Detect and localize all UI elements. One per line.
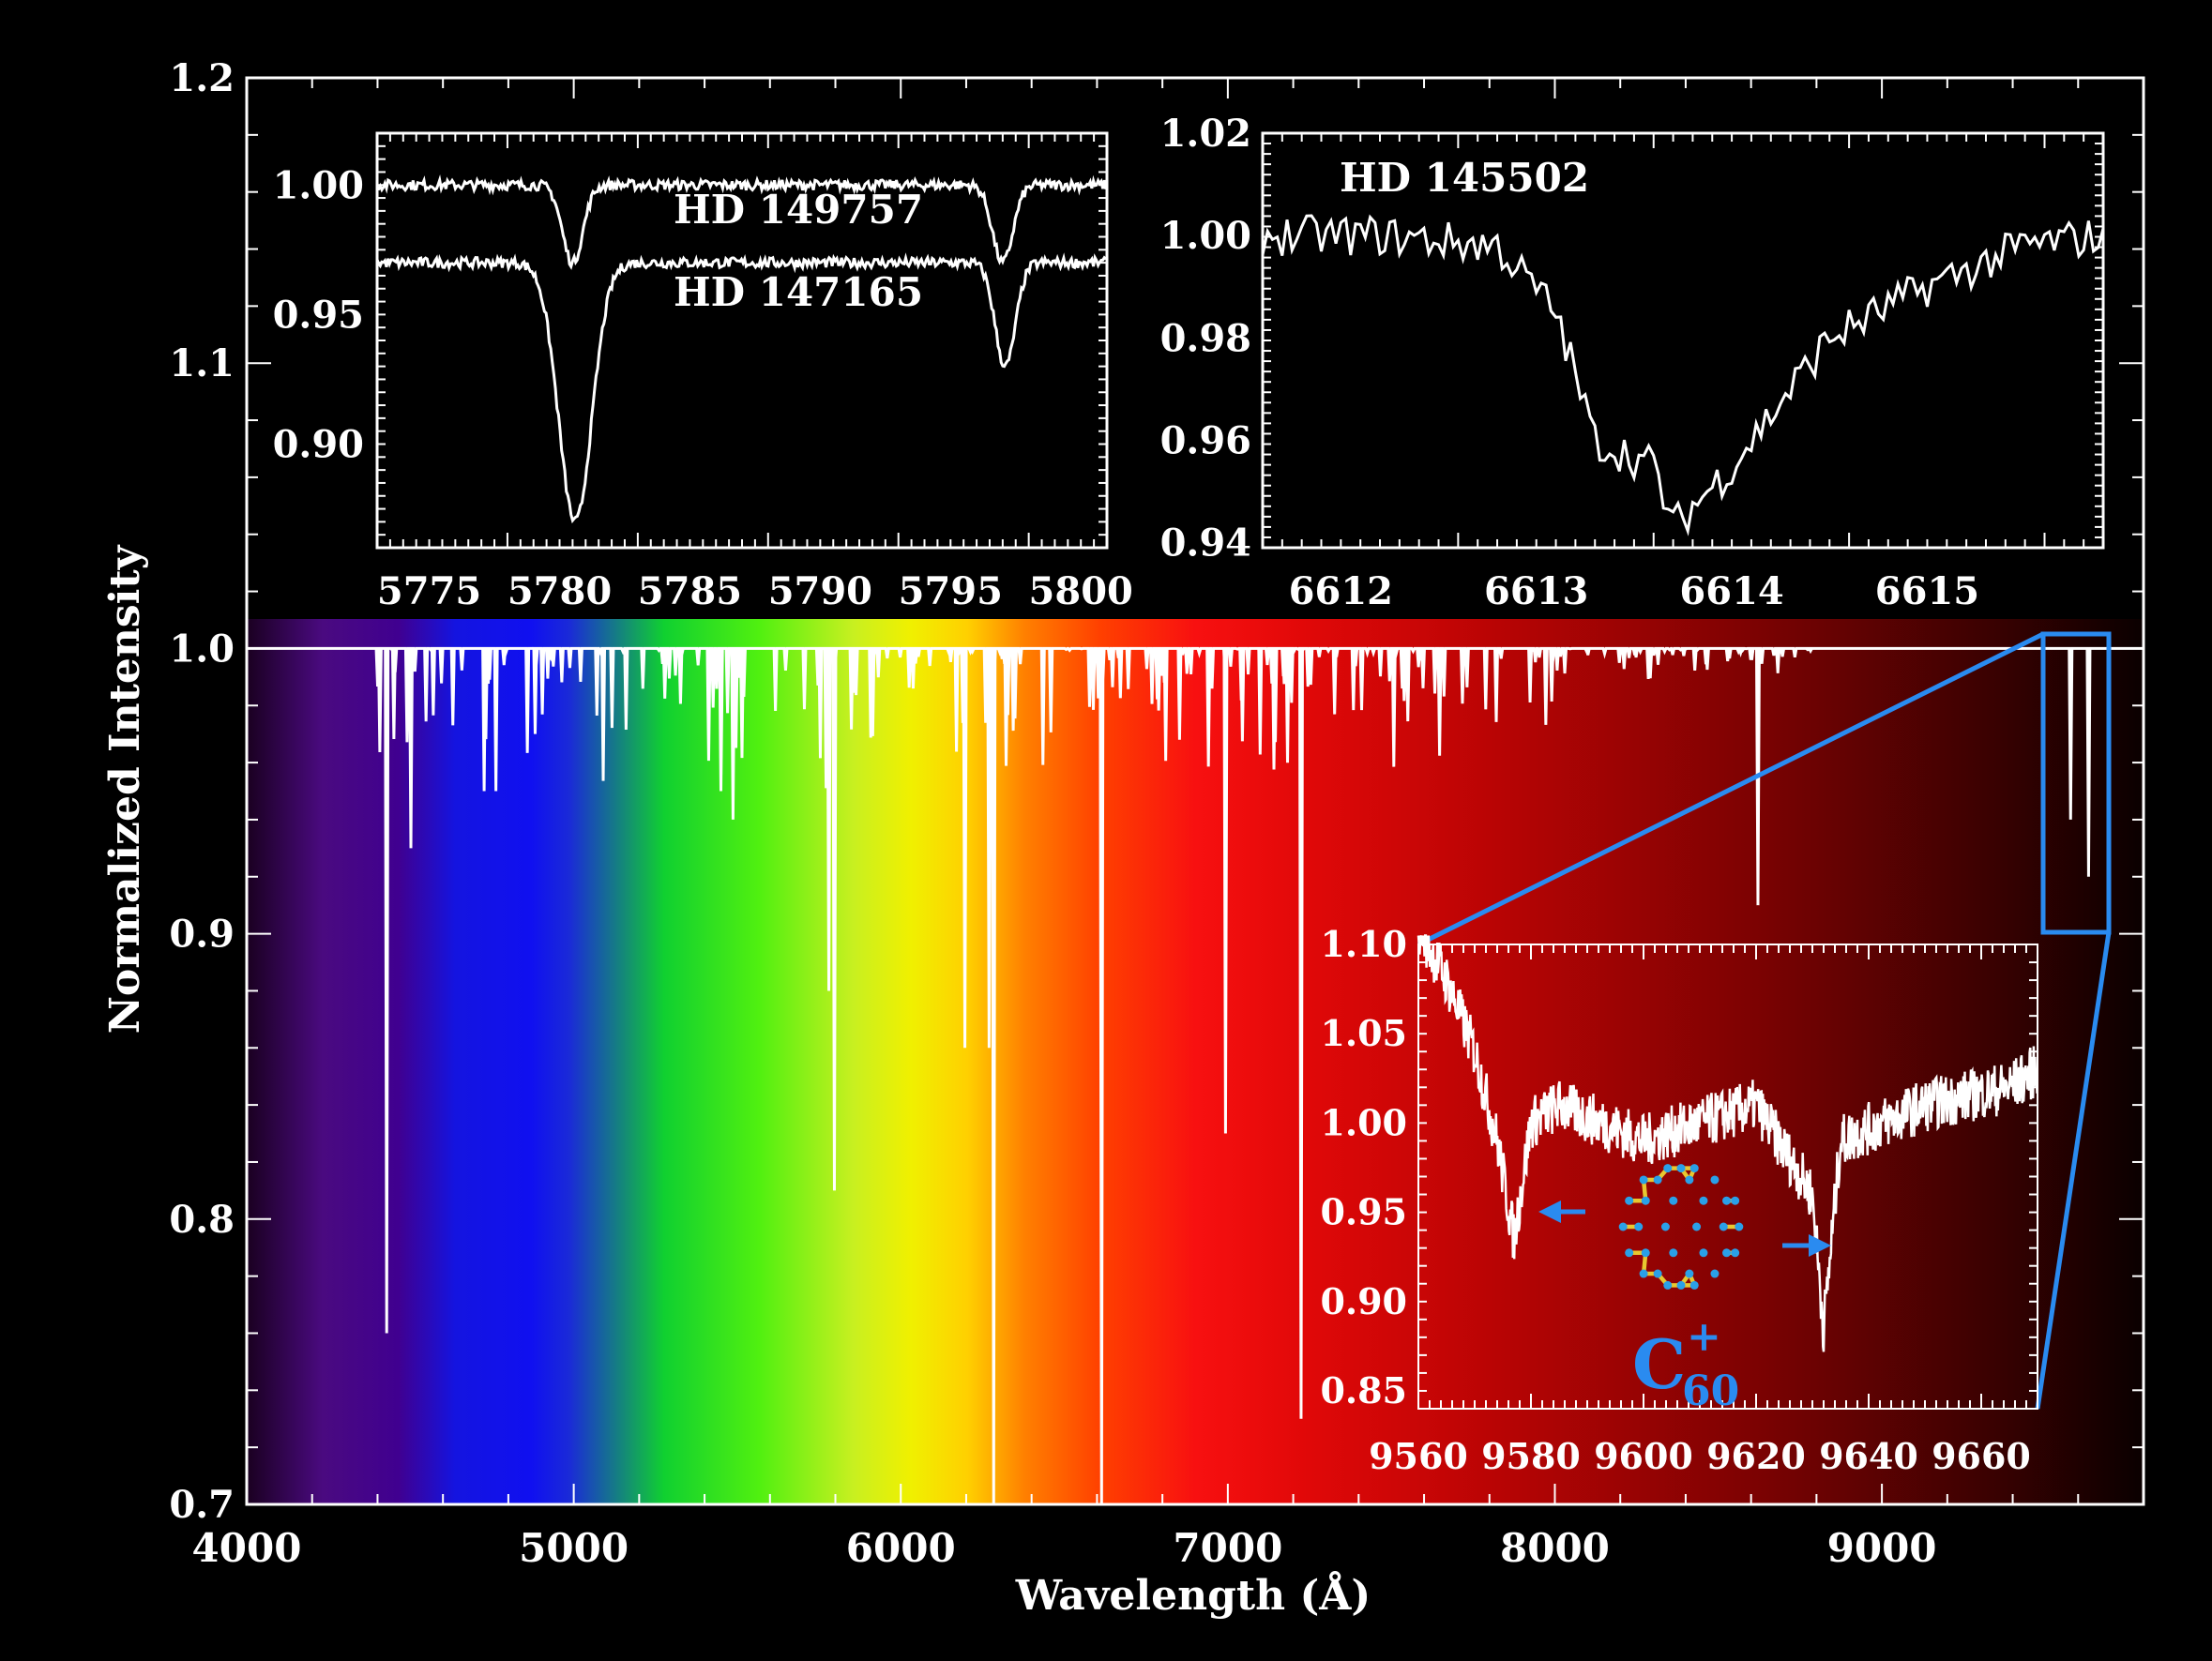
- inset-bottom-right-x-labels: 9560 9580 9600 9620 9640 9660: [1369, 1435, 2031, 1477]
- main-y-tick-labels: 0.7 0.8 0.9 1.0 1.1 1.2: [169, 56, 235, 1527]
- inset-top-left-y-labels: 0.90 0.95 1.00: [273, 163, 364, 466]
- tr-x-tick-1: 6613: [1484, 569, 1588, 613]
- main-x-tick-1: 5000: [519, 1525, 629, 1571]
- y-axis-label: Normalized Intensity: [101, 544, 149, 1034]
- main-y-tick-3: 1.0: [169, 627, 235, 671]
- x-axis-label: Wavelength (Å): [1015, 1570, 1371, 1620]
- br-y-tick-5: 1.10: [1320, 923, 1407, 965]
- tr-x-tick-2: 6614: [1679, 569, 1783, 613]
- main-x-tick-0: 4000: [192, 1525, 302, 1571]
- molecule-superscript: +: [1687, 1313, 1721, 1361]
- tr-y-tick-2: 0.98: [1160, 316, 1251, 360]
- tr-x-tick-3: 6615: [1875, 569, 1979, 613]
- main-y-tick-1: 0.8: [169, 1198, 235, 1242]
- main-x-tick-4: 8000: [1500, 1525, 1610, 1571]
- left-arrow-icon: [1538, 1200, 1585, 1223]
- br-x-tick-2: 9600: [1594, 1435, 1693, 1477]
- inset-bottom-right-ticks: [1417, 944, 2038, 1410]
- main-x-tick-5: 9000: [1827, 1525, 1937, 1571]
- main-y-tick-0: 0.7: [169, 1483, 235, 1527]
- main-frame: [245, 76, 2145, 1506]
- br-x-tick-4: 9640: [1819, 1435, 1918, 1477]
- inset-top-right-x-labels: 6612 6613 6614 6615: [1289, 569, 1979, 613]
- tr-y-tick-1: 0.96: [1160, 418, 1251, 462]
- label-hd-147165: HD 147165: [674, 269, 923, 315]
- tl-x-tick-0: 5775: [377, 569, 481, 613]
- tl-y-tick-0: 0.90: [273, 423, 364, 467]
- tl-x-tick-4: 5795: [899, 569, 1003, 613]
- tl-x-tick-5: 5800: [1029, 569, 1133, 613]
- main-x-tick-2: 6000: [846, 1525, 956, 1571]
- tr-y-tick-4: 1.02: [1160, 112, 1251, 156]
- tr-y-tick-0: 0.94: [1160, 521, 1251, 566]
- br-y-tick-1: 0.90: [1320, 1280, 1407, 1322]
- br-y-tick-2: 0.95: [1320, 1191, 1407, 1233]
- inset-bottom-right-y-labels: 0.85 0.90 0.95 1.00 1.05 1.10: [1320, 923, 1407, 1412]
- main-spectrum-line: [247, 646, 2144, 1505]
- c60-molecule-icon: [1618, 1164, 1744, 1290]
- inset-bottom-right-line: [1417, 934, 2038, 1352]
- molecule-symbol: C: [1632, 1324, 1686, 1404]
- br-y-tick-3: 1.00: [1320, 1101, 1407, 1143]
- tl-y-tick-1: 0.95: [273, 293, 364, 337]
- tl-x-tick-2: 5785: [638, 569, 742, 613]
- br-y-tick-0: 0.85: [1320, 1369, 1407, 1412]
- zoom-connector-bottom: [2035, 931, 2112, 1410]
- main-x-tick-3: 7000: [1173, 1525, 1282, 1571]
- main-y-tick-4: 1.1: [169, 341, 235, 385]
- br-x-tick-3: 9620: [1706, 1435, 1806, 1477]
- main-x-tick-labels: 4000 5000 6000 7000 8000 9000: [192, 1525, 1937, 1571]
- label-hd-149757: HD 149757: [674, 187, 923, 233]
- series-hd-145502-line: [1261, 214, 2105, 536]
- main-y-tick-5: 1.2: [169, 56, 235, 100]
- main-axis-ticks: [246, 77, 2144, 1505]
- spectrum-background: [247, 619, 2144, 1504]
- br-x-tick-5: 9660: [1932, 1435, 2031, 1477]
- tl-y-tick-2: 1.00: [273, 163, 364, 207]
- inset-top-right-frame: [1261, 131, 2105, 550]
- tl-x-tick-1: 5780: [508, 569, 612, 613]
- molecule-subscript: 60: [1682, 1367, 1739, 1415]
- series-hd-147165-line: [375, 252, 1107, 524]
- br-x-tick-1: 9580: [1481, 1435, 1581, 1477]
- br-x-tick-0: 9560: [1369, 1435, 1468, 1477]
- series-hd-149757-line: [376, 174, 1108, 270]
- tr-x-tick-0: 6612: [1289, 569, 1393, 613]
- br-y-tick-4: 1.05: [1320, 1012, 1407, 1054]
- tl-x-tick-3: 5790: [768, 569, 872, 613]
- inset-top-left-x-labels: 5775 5780 5785 5790 5795 5800: [377, 569, 1133, 613]
- zoom-box: [2040, 631, 2112, 935]
- right-arrow-icon: [1782, 1234, 1831, 1257]
- label-hd-145502: HD 145502: [1340, 155, 1589, 201]
- zoom-connector-top: [1417, 631, 2045, 947]
- inset-top-right-y-labels: 0.94 0.96 0.98 1.00 1.02: [1160, 112, 1251, 566]
- tr-y-tick-3: 1.00: [1160, 214, 1251, 258]
- main-y-tick-2: 0.9: [169, 913, 235, 957]
